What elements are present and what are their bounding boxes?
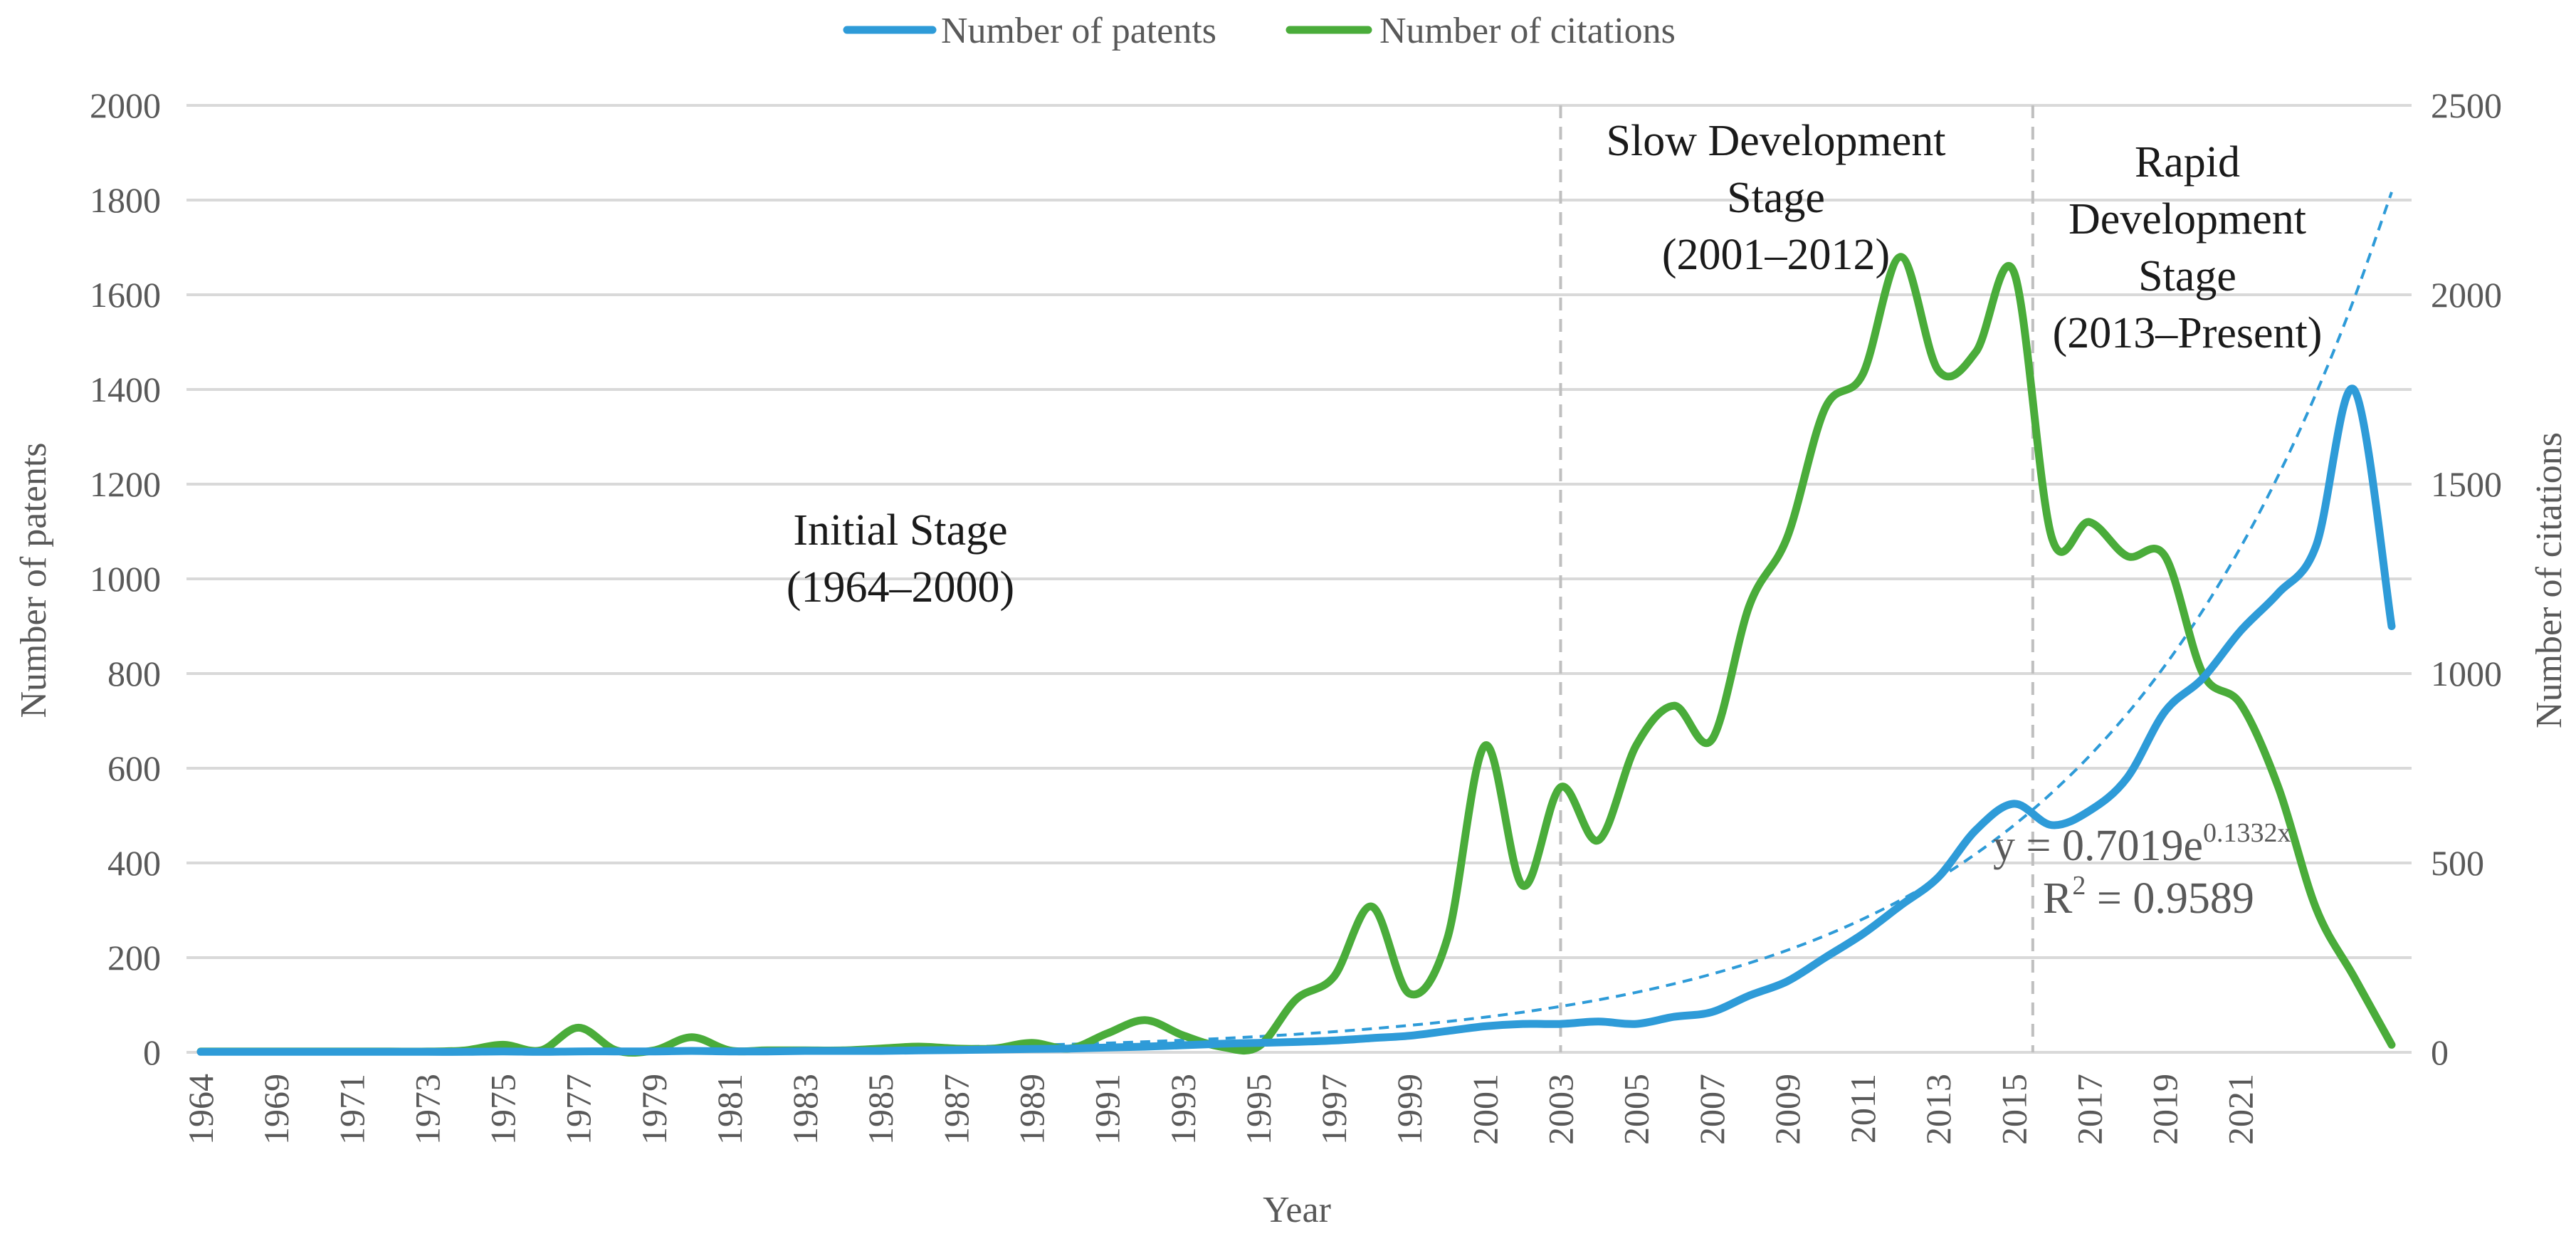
x-tick-label: 2015 xyxy=(1994,1074,2034,1145)
x-tick-label: 2001 xyxy=(1465,1074,1505,1145)
y2-tick-label: 2500 xyxy=(2431,85,2502,125)
y-tick-label: 200 xyxy=(107,938,161,978)
x-tick-label: 2007 xyxy=(1692,1074,1732,1145)
y-tick-label: 1200 xyxy=(90,464,161,504)
patents-line xyxy=(196,384,2396,1056)
y-axis-right-title: Number of citations xyxy=(2529,432,2570,728)
x-tick-label: 1995 xyxy=(1239,1074,1278,1145)
x-tick-label: 1985 xyxy=(861,1074,900,1145)
x-tick-label: 1964 xyxy=(181,1074,221,1145)
x-tick-label: 2011 xyxy=(1843,1074,1883,1143)
x-tick-label: 1997 xyxy=(1314,1074,1354,1145)
x-tick-label: 1999 xyxy=(1389,1074,1429,1145)
x-tick-label: 1981 xyxy=(710,1074,750,1145)
legend-citations-label: Number of citations xyxy=(1379,11,1676,51)
trend-equation: y = 0.7019e0.1332x xyxy=(1993,818,2291,870)
legend-patents-label: Number of patents xyxy=(941,11,1216,51)
y-tick-label: 2000 xyxy=(90,85,161,125)
x-axis-ticks: 1964 1969 1971 1973 1975 1977 1979 1981 1983 1985… xyxy=(181,1074,2261,1145)
svg-text:Stage: Stage xyxy=(1727,174,1825,222)
x-tick-label: 1991 xyxy=(1088,1074,1127,1145)
x-tick-label: 2003 xyxy=(1540,1074,1580,1145)
initial-stage-label: Initial Stage (1964–2000) xyxy=(787,506,1014,612)
gridlines xyxy=(186,104,2412,1054)
x-axis-title: Year xyxy=(1263,1190,1331,1230)
y2-tick-label: 1500 xyxy=(2431,464,2502,504)
x-tick-label: 2009 xyxy=(1767,1074,1807,1145)
y2-tick-label: 2000 xyxy=(2431,275,2502,315)
x-tick-label: 1993 xyxy=(1163,1074,1203,1145)
x-tick-label: 1989 xyxy=(1012,1074,1052,1145)
y-tick-label: 1800 xyxy=(90,180,161,220)
y-axis-right-ticks: 0 500 1000 1500 2000 2500 xyxy=(2431,85,2502,1072)
slow-stage-label: Slow Development Stage (2001–2012) xyxy=(1607,117,1946,279)
y-tick-label: 1400 xyxy=(90,370,161,409)
y2-tick-label: 500 xyxy=(2431,843,2484,883)
y-axis-left-title: Number of patents xyxy=(14,442,54,718)
legend: Number of patents Number of citations xyxy=(843,11,1676,51)
x-tick-label: 1977 xyxy=(559,1074,599,1145)
trend-r-squared: R2 = 0.9589 xyxy=(2043,871,2254,923)
y-axis-left-ticks: 0 200 400 600 800 1000 1200 1400 1600 1800 2000 xyxy=(90,85,161,1072)
svg-text:(2001–2012): (2001–2012) xyxy=(1662,231,1890,279)
x-tick-label: 2005 xyxy=(1616,1074,1656,1145)
svg-text:Stage: Stage xyxy=(2138,252,2236,300)
svg-text:Development: Development xyxy=(2068,195,2306,244)
x-tick-label: 1983 xyxy=(785,1074,825,1145)
svg-text:Rapid: Rapid xyxy=(2135,138,2240,187)
rapid-stage-label: Rapid Development Stage (2013–Present) xyxy=(2053,138,2323,357)
svg-text:(2013–Present): (2013–Present) xyxy=(2053,309,2323,357)
x-tick-label: 1971 xyxy=(332,1074,372,1145)
x-tick-label: 1979 xyxy=(634,1074,674,1145)
stage-dividers xyxy=(1559,105,2034,1052)
y2-tick-label: 0 xyxy=(2431,1032,2449,1072)
svg-text:Slow Development: Slow Development xyxy=(1607,117,1946,165)
y-tick-label: 1600 xyxy=(90,275,161,315)
x-tick-label: 2017 xyxy=(2069,1074,2109,1145)
svg-text:Initial Stage: Initial Stage xyxy=(793,506,1007,555)
citations-line xyxy=(196,253,2396,1057)
y-tick-label: 800 xyxy=(107,654,161,693)
x-tick-label: 1975 xyxy=(483,1074,523,1145)
y-tick-label: 0 xyxy=(143,1032,161,1072)
x-tick-label: 1973 xyxy=(407,1074,447,1145)
x-tick-label: 1969 xyxy=(256,1074,296,1145)
y-tick-label: 400 xyxy=(107,843,161,883)
svg-text:(1964–2000): (1964–2000) xyxy=(787,563,1014,612)
y-tick-label: 600 xyxy=(107,748,161,788)
x-tick-label: 2013 xyxy=(1918,1074,1958,1145)
x-tick-label: 1987 xyxy=(936,1074,976,1145)
y-tick-label: 1000 xyxy=(90,559,161,599)
y2-tick-label: 1000 xyxy=(2431,654,2502,693)
x-tick-label: 2019 xyxy=(2145,1074,2185,1145)
x-tick-label: 2021 xyxy=(2221,1074,2261,1145)
